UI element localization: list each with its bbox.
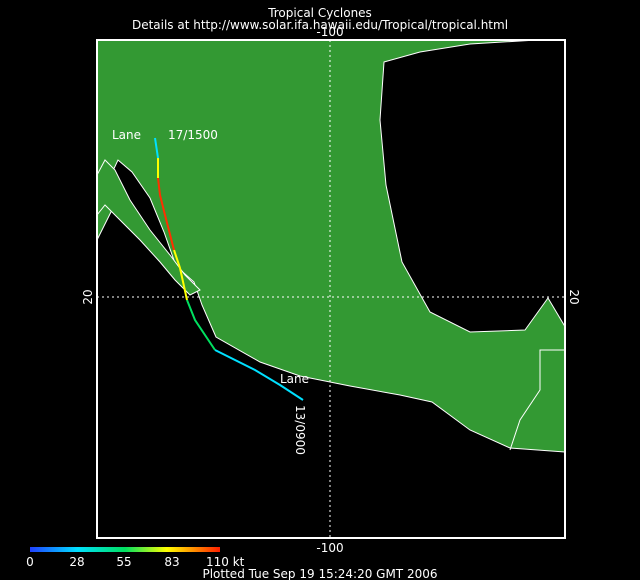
lon-label: -100 bbox=[316, 25, 343, 39]
gulf-of-mexico bbox=[379, 40, 565, 333]
storm-time: 17/1500 bbox=[168, 128, 218, 142]
lat-label: 20 bbox=[81, 289, 95, 304]
baja-peninsula bbox=[97, 159, 201, 296]
storm-label: Lane bbox=[112, 128, 141, 142]
storm-time: 13/0900 bbox=[293, 405, 307, 455]
legend-label: 83 bbox=[164, 555, 179, 569]
lon-label: -100 bbox=[316, 541, 343, 555]
color-bar bbox=[30, 547, 220, 552]
storm-track bbox=[154, 137, 304, 401]
legend-label: 28 bbox=[69, 555, 84, 569]
legend-label: 0 bbox=[26, 555, 34, 569]
pacific-ocean bbox=[97, 159, 565, 538]
border bbox=[509, 349, 565, 451]
footer: Plotted Tue Sep 19 15:24:20 GMT 2006 bbox=[202, 567, 437, 580]
legend-label: 110 kt bbox=[206, 555, 245, 569]
map-area bbox=[97, 40, 565, 538]
legend-label: 55 bbox=[116, 555, 131, 569]
storm-label: Lane bbox=[280, 372, 309, 386]
title: Tropical Cyclones bbox=[267, 6, 372, 20]
lat-label: 20 bbox=[567, 289, 581, 304]
subtitle: Details at http://www.solar.ifa.hawaii.e… bbox=[132, 18, 508, 32]
frame bbox=[96, 39, 566, 539]
